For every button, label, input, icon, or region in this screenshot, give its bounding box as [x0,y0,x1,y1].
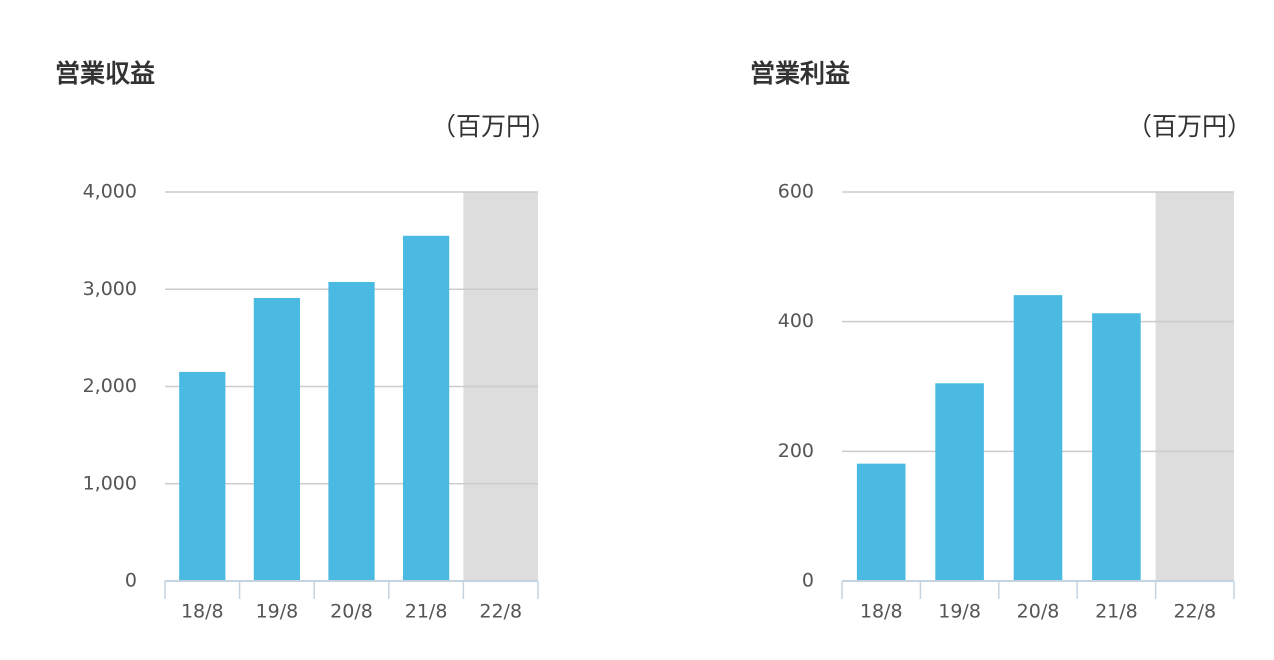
x-tick-label: 19/8 [938,601,981,623]
y-tick-label: 4,000 [83,181,137,203]
unit-label: （百万円） [1127,112,1252,141]
x-tick-label: 22/8 [1173,601,1216,623]
bar [1013,295,1063,581]
chart-title: 営業収益 [55,59,155,88]
x-tick-label: 19/8 [256,601,299,623]
y-tick-label: 0 [802,570,814,592]
bar [402,235,450,581]
x-tick-label: 20/8 [1017,601,1060,623]
bar [328,281,375,581]
bar [253,298,301,581]
x-tick-label: 18/8 [181,601,224,623]
y-tick-label: 400 [778,310,814,332]
x-tick-label: 22/8 [479,601,522,623]
bar [856,463,906,581]
y-tick-label: 3,000 [83,278,137,300]
unit-label: （百万円） [431,112,556,141]
x-tick-label: 18/8 [860,601,903,623]
x-tick-label: 21/8 [1095,601,1138,623]
highlight-band [1155,192,1234,581]
y-tick-label: 0 [125,570,137,592]
bar [935,383,984,581]
chart-title: 営業利益 [750,59,850,88]
y-tick-label: 2,000 [83,375,137,397]
x-tick-label: 20/8 [330,601,373,623]
x-tick-label: 21/8 [405,601,448,623]
y-tick-label: 1,000 [83,472,137,494]
bar [1092,313,1141,581]
bar [179,371,226,581]
y-tick-label: 200 [778,440,814,462]
y-tick-label: 600 [778,181,814,203]
